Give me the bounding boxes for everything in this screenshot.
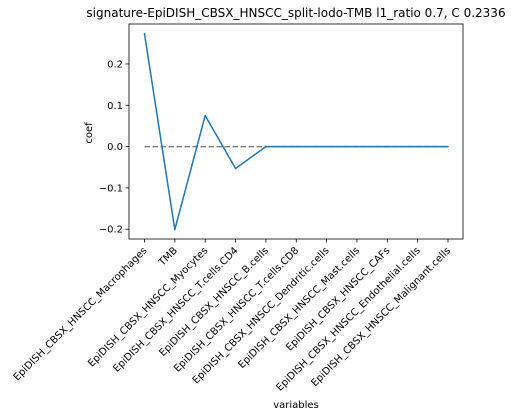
series-line-0 (143, 33, 448, 231)
data-point (416, 145, 419, 148)
plot-frame (128, 23, 464, 240)
y-axis: −0.2 −0.1 0.0 0.1 0.2 (99, 59, 129, 236)
chart-title: signature-EpiDISH_CBSX_HNSCC_split-lodo-… (86, 6, 505, 20)
data-point (447, 145, 449, 148)
data-point (174, 228, 176, 231)
y-tick-label: 0.1 (107, 101, 123, 112)
y-tick-label: 0.0 (107, 142, 123, 153)
x-tick-label: EpiDISH_CBSX_HNSCC_B.cells (157, 245, 271, 359)
data-point (386, 145, 389, 148)
data-point (356, 145, 358, 148)
x-tick-label: TMB (156, 245, 180, 269)
x-axis-label: variables (273, 400, 319, 411)
data-point (265, 145, 267, 148)
y-tick-label: −0.1 (99, 183, 123, 194)
y-tick-label: 0.2 (107, 59, 123, 70)
x-tick-label: EpiDISH_CBSX_HNSCC_Malignant.cells (309, 245, 453, 389)
x-axis: EpiDISH_CBSX_HNSCC_Macrophages TMBEpiDISH… (12, 239, 453, 394)
data-point (295, 145, 298, 148)
data-point (234, 167, 237, 170)
plot-area (128, 23, 464, 240)
y-tick-label: −0.2 (99, 225, 123, 236)
y-axis-label: coef (84, 122, 95, 144)
data-point (204, 114, 206, 117)
data-point (325, 145, 328, 148)
data-point (143, 32, 146, 35)
x-tick-label: EpiDISH_CBSX_HNSCC_Endothelial.cells (274, 245, 422, 393)
